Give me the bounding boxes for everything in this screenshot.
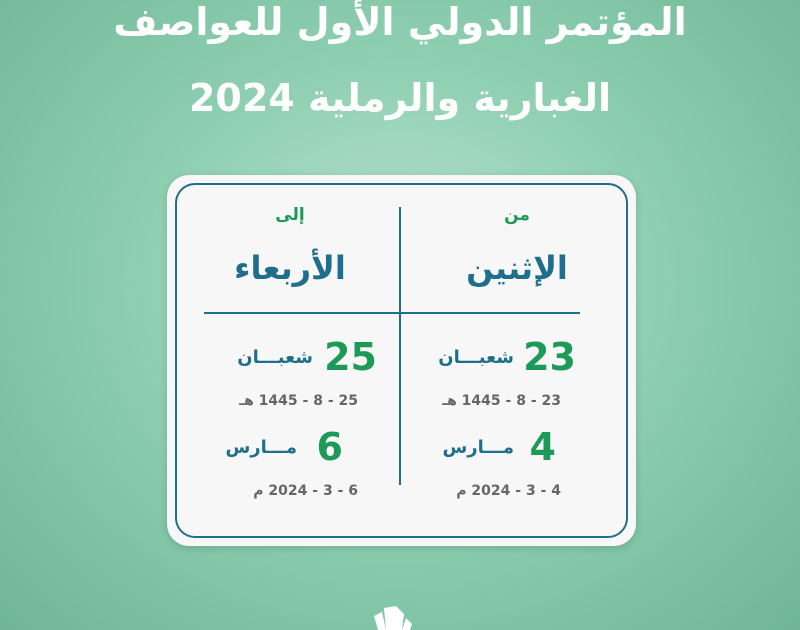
to-hijri-date: 25 - 8 - 1445 هـ (239, 393, 358, 409)
from-hijri-day: 23 (523, 335, 576, 379)
event-title-line1: المؤتمر الدولي الأول للعواصف (113, 0, 687, 44)
from-weekday: الإثنين (466, 249, 568, 287)
from-hijri-date: 23 - 8 - 1445 هـ (442, 393, 561, 409)
to-greg-day: 6 (316, 425, 343, 469)
logo-icon (374, 606, 412, 630)
to-label: إلى (275, 205, 305, 225)
event-title-line2: الغبارية والرملية 2024 (188, 76, 612, 120)
from-greg-date: 4 - 3 - 2024 م (456, 483, 561, 499)
divider-vertical (399, 207, 401, 485)
to-weekday: الأربعاء (234, 249, 346, 287)
divider-horizontal (204, 312, 580, 314)
from-greg-month: مـــارس (442, 437, 514, 458)
to-hijri-day: 25 (324, 335, 377, 379)
to-greg-month: مـــارس (225, 437, 297, 458)
from-label: من (504, 205, 530, 225)
from-hijri-month: شعبـــان (438, 347, 514, 368)
from-greg-day: 4 (529, 425, 556, 469)
to-greg-date: 6 - 3 - 2024 م (253, 483, 358, 499)
date-card: من الإثنين 23 شعبـــان 23 - 8 - 1445 هـ … (167, 175, 636, 546)
to-hijri-month: شعبـــان (237, 347, 313, 368)
card-border (175, 183, 628, 538)
